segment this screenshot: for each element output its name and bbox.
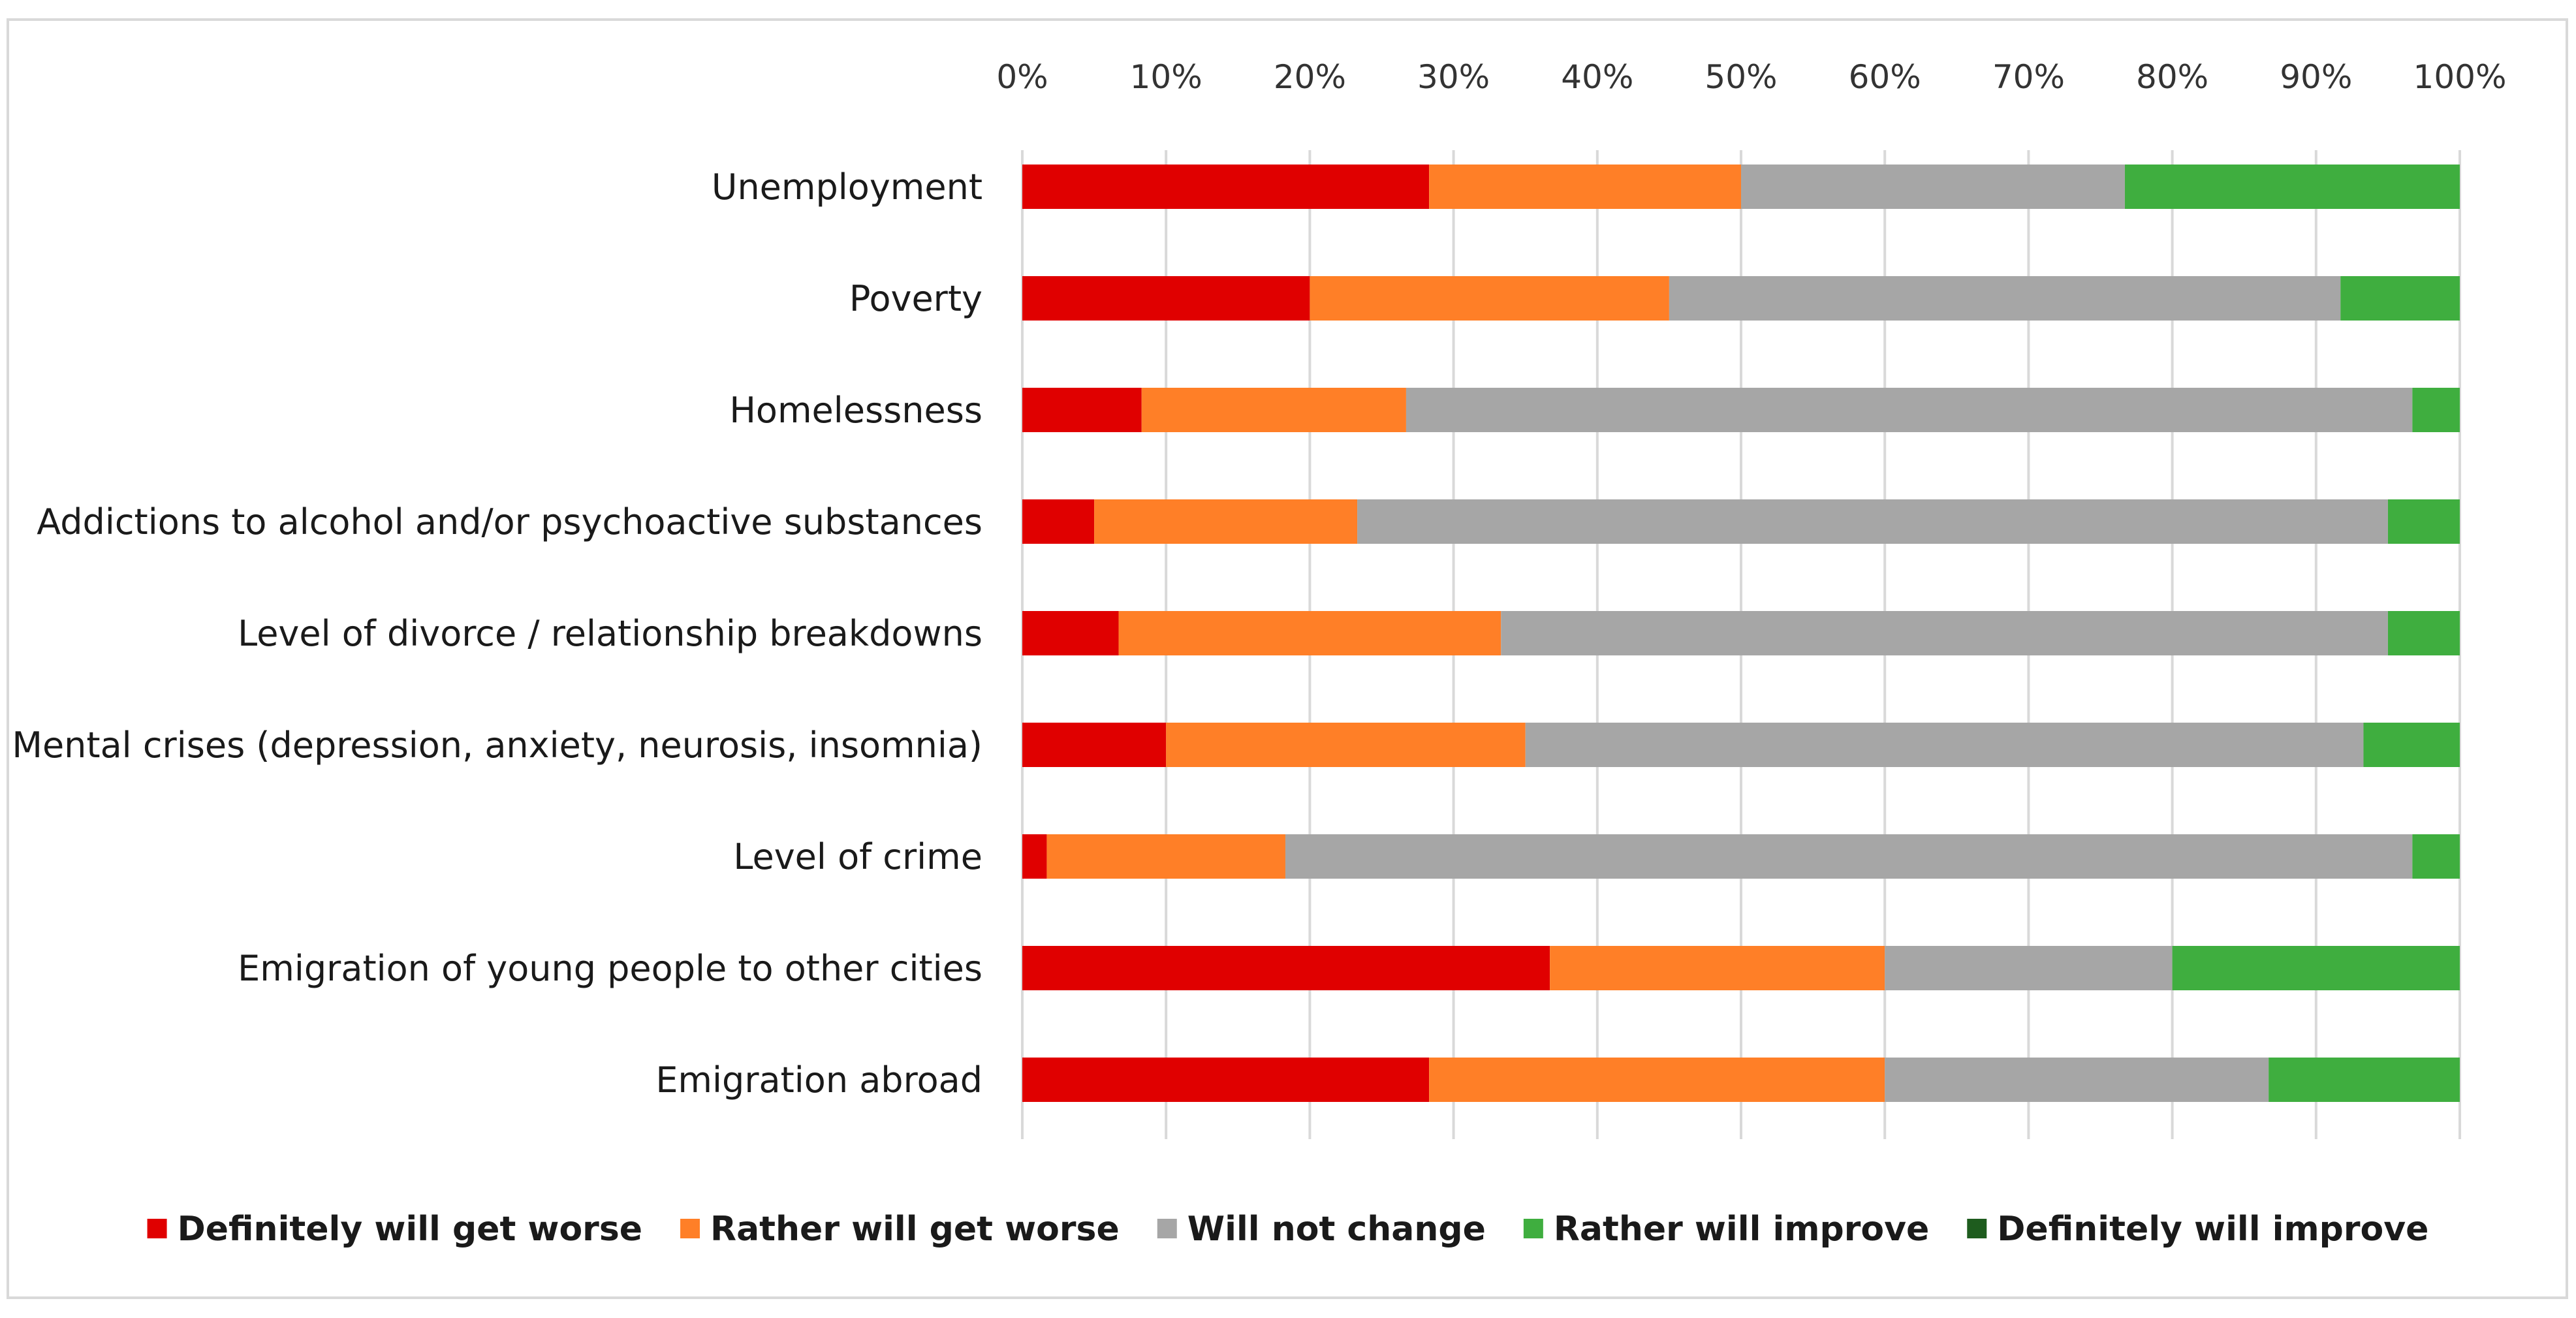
legend-swatch: [1967, 1219, 1987, 1238]
bar-segment: [1669, 276, 2341, 321]
category-label: Poverty: [849, 278, 982, 319]
category-label: Mental crises (depression, anxiety, neur…: [12, 725, 982, 766]
x-tick-label: 70%: [1992, 58, 2065, 96]
bar-segment: [1285, 834, 2413, 879]
bar-segment: [1357, 499, 2388, 544]
bar-segment: [1118, 611, 1501, 655]
bar-segment: [1885, 946, 2173, 990]
bar-segment: [1550, 946, 1885, 990]
bar-segment: [2412, 388, 2460, 432]
bar-segment: [1429, 1058, 1885, 1102]
legend-label: Definitely will get worse: [178, 1210, 642, 1249]
bar-segment: [1310, 276, 1669, 321]
bar-segment: [2387, 499, 2460, 544]
x-tick-label: 90%: [2280, 58, 2352, 96]
bar-segment: [2124, 165, 2460, 209]
x-tick-label: 100%: [2413, 58, 2507, 96]
category-label: Homelessness: [729, 390, 982, 431]
bar-segment: [1885, 1058, 2269, 1102]
category-labels: Unemployment Poverty Homelessness Addiction…: [12, 166, 982, 1101]
legend-swatch: [147, 1219, 167, 1238]
legend-swatch: [1157, 1219, 1177, 1238]
x-tick-label: 80%: [2136, 58, 2208, 96]
bar-segment: [2363, 723, 2460, 767]
x-tick-label: 60%: [1849, 58, 1921, 96]
bar-segment: [1141, 388, 1406, 432]
x-tick-label: 10%: [1130, 58, 1202, 96]
legend-label: Definitely will improve: [1997, 1210, 2428, 1249]
bar-segment: [1022, 1058, 1430, 1102]
legend-label: Will not change: [1187, 1210, 1486, 1249]
bar-segment: [1741, 165, 2125, 209]
bar-segment: [1429, 165, 1741, 209]
bar-segment: [1022, 388, 1142, 432]
bar-segment: [1022, 165, 1430, 209]
bar-segment: [1022, 946, 1550, 990]
legend-swatch: [1523, 1219, 1543, 1238]
bar-segment: [2412, 834, 2460, 879]
bar-segment: [2172, 946, 2460, 990]
bar-segment: [1406, 388, 2413, 432]
bar-segment: [1094, 499, 1358, 544]
x-tick-label: 20%: [1274, 58, 1346, 96]
category-label: Addictions to alcohol and/or psychoactiv…: [37, 501, 982, 542]
legend-label: Rather will improve: [1554, 1210, 1929, 1249]
category-label: Level of divorce / relationship breakdow…: [238, 613, 982, 654]
x-tick-label: 0%: [996, 58, 1048, 96]
x-tick-label: 50%: [1704, 58, 1777, 96]
bar-segment: [1046, 834, 1285, 879]
bar-segment: [1022, 834, 1047, 879]
legend-label: Rather will get worse: [710, 1210, 1120, 1249]
category-label: Emigration abroad: [655, 1059, 982, 1101]
legend-swatch: [680, 1219, 700, 1238]
category-label: Unemployment: [712, 166, 982, 208]
bar-segment: [1525, 723, 2364, 767]
bar-segment: [2269, 1058, 2460, 1102]
x-tick-label: 40%: [1561, 58, 1633, 96]
bar-segment: [2387, 611, 2460, 655]
bar-segment: [1501, 611, 2388, 655]
category-label: Emigration of young people to other citi…: [238, 948, 982, 989]
x-axis-ticks: 0% 10% 20% 30% 40% 50% 60% 70% 80% 90% 100%: [996, 58, 2506, 96]
category-label: Level of crime: [733, 836, 982, 877]
bar-segment: [1022, 611, 1119, 655]
x-tick-label: 30%: [1417, 58, 1490, 96]
bar-segment: [1022, 723, 1167, 767]
bars: [1022, 165, 2460, 1102]
legend: Definitely will get worse Rather will get…: [147, 1210, 2428, 1249]
bar-segment: [1022, 499, 1095, 544]
bar-segment: [1166, 723, 1526, 767]
bar-segment: [2340, 276, 2460, 321]
bar-segment: [1022, 276, 1310, 321]
